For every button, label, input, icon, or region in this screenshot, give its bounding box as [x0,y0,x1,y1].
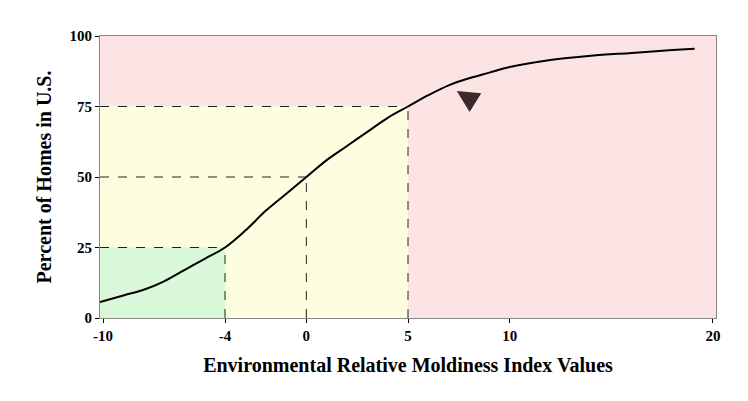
svg-text:-4: -4 [219,328,232,344]
svg-text:25: 25 [77,240,92,256]
svg-text:50: 50 [77,169,92,185]
svg-text:10: 10 [502,328,517,344]
svg-text:0: 0 [303,328,311,344]
svg-text:75: 75 [77,99,92,115]
svg-text:-10: -10 [93,328,113,344]
svg-text:5: 5 [404,328,412,344]
svg-text:Percent of Homes in U.S.: Percent of Homes in U.S. [33,71,55,284]
svg-text:20: 20 [705,328,720,344]
svg-text:Environmental Relative Moldine: Environmental Relative Moldiness Index V… [203,354,613,376]
svg-text:100: 100 [70,28,93,44]
svg-text:0: 0 [85,310,93,326]
